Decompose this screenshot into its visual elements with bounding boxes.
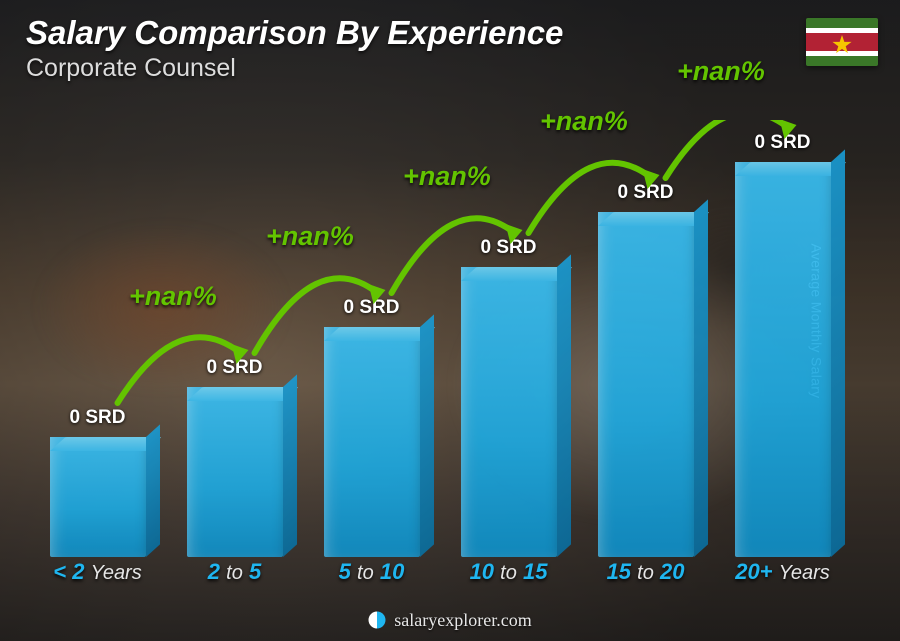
bar-value-label: 0 SRD: [207, 357, 263, 379]
bar: 0 SRD: [723, 132, 842, 557]
bar-3d: [461, 267, 557, 557]
category-label: 20+ Years: [723, 559, 842, 585]
footer: salaryexplorer.com: [0, 610, 900, 631]
delta-label: +nan%: [129, 281, 217, 312]
flag-icon: [806, 18, 878, 66]
delta-label: +nan%: [403, 161, 491, 192]
category-label: 2 to 5: [175, 559, 294, 585]
category-label: < 2 Years: [38, 559, 157, 585]
bar: 0 SRD: [175, 357, 294, 557]
category-label: 5 to 10: [312, 559, 431, 585]
delta-label: +nan%: [266, 221, 354, 252]
page-title: Salary Comparison By Experience: [26, 14, 563, 52]
bar-3d: [187, 387, 283, 557]
bar-3d: [598, 212, 694, 557]
category-label: 15 to 20: [586, 559, 705, 585]
bar: 0 SRD: [312, 297, 431, 557]
delta-label: +nan%: [677, 56, 765, 87]
bar: 0 SRD: [449, 237, 568, 557]
bar-value-label: 0 SRD: [755, 132, 811, 154]
bar-value-label: 0 SRD: [481, 237, 537, 259]
infographic-stage: Salary Comparison By Experience Corporat…: [0, 0, 900, 641]
bar-chart: 0 SRD0 SRD0 SRD0 SRD0 SRD0 SRD < 2 Years…: [30, 120, 850, 579]
logo-icon: [368, 611, 386, 629]
bar: 0 SRD: [586, 182, 705, 557]
bar-value-label: 0 SRD: [618, 182, 674, 204]
page-subtitle: Corporate Counsel: [26, 54, 563, 83]
footer-text: salaryexplorer.com: [394, 610, 531, 630]
bar-value-label: 0 SRD: [344, 297, 400, 319]
bar-3d: [735, 162, 831, 557]
bar-3d: [50, 437, 146, 557]
category-label: 10 to 15: [449, 559, 568, 585]
bar: 0 SRD: [38, 407, 157, 557]
category-row: < 2 Years 2 to 5 5 to 10 10 to 15 15 to 20 20…: [30, 559, 850, 585]
flag-svg: [806, 18, 878, 66]
bar-value-label: 0 SRD: [70, 407, 126, 429]
bar-3d: [324, 327, 420, 557]
delta-label: +nan%: [540, 106, 628, 137]
title-block: Salary Comparison By Experience Corporat…: [26, 14, 563, 83]
